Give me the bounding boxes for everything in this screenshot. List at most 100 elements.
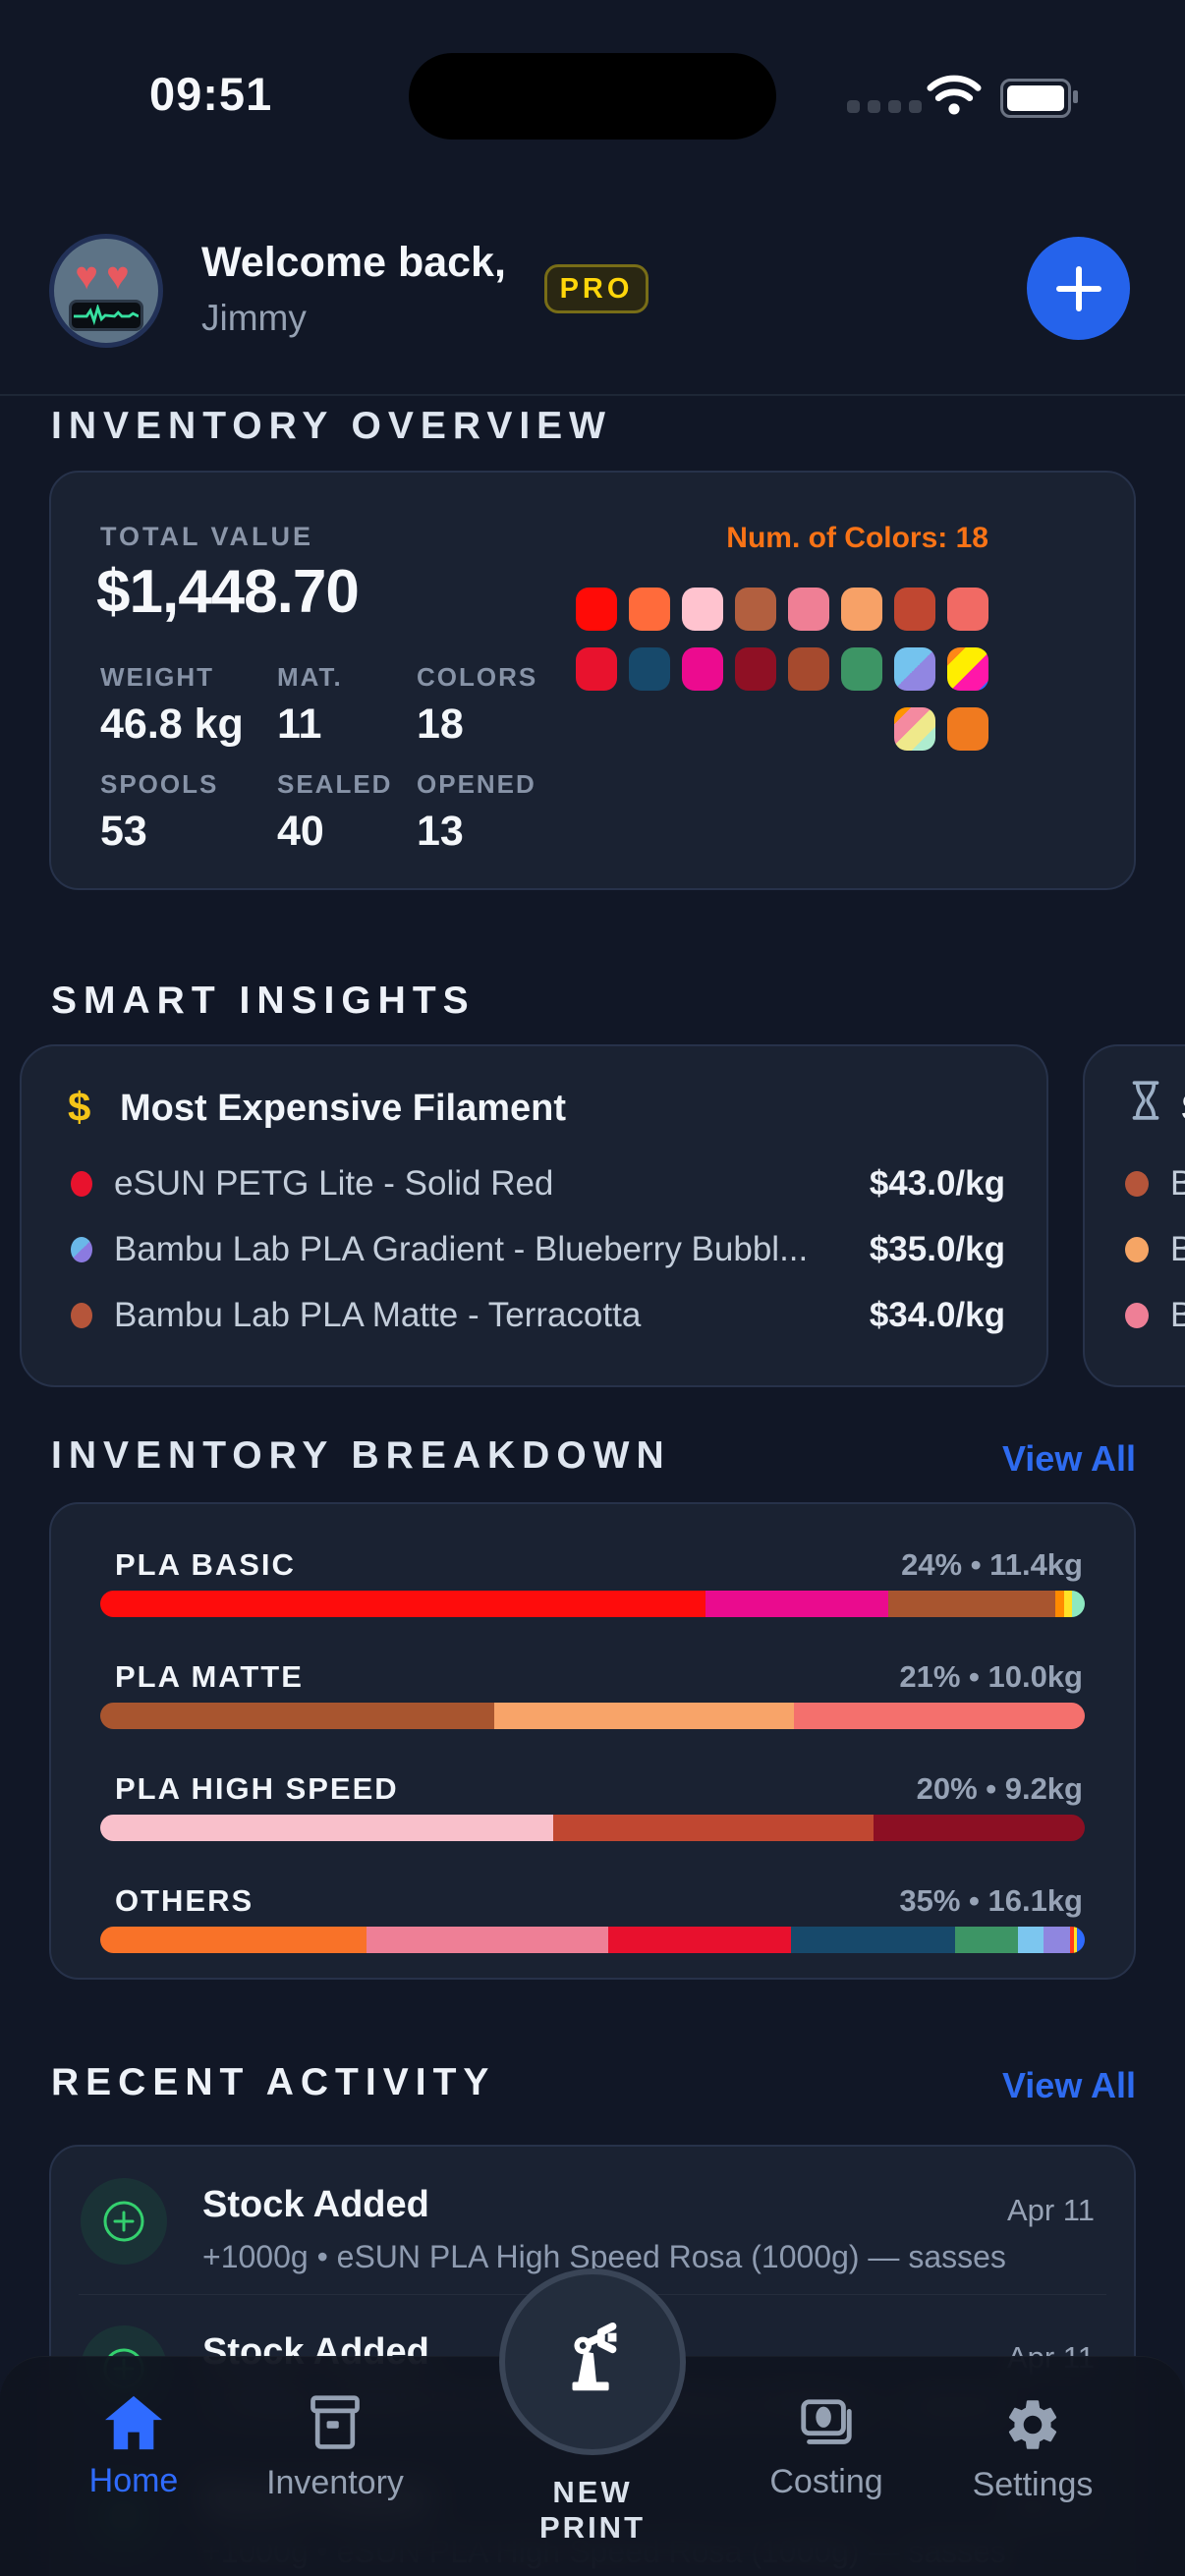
tab-settings-label: Settings [972, 2466, 1094, 2503]
insight-item: eSUN PETG Lite - Solid Red $43.0/kg [71, 1164, 1005, 1204]
tab-costing[interactable]: Costing [738, 2397, 915, 2501]
total-value: $1,448.70 [96, 558, 360, 626]
material-bar [100, 1591, 1085, 1617]
tab-settings[interactable]: Settings [944, 2394, 1121, 2504]
bar-segment [493, 1703, 795, 1729]
material-label: PLA MATTE [115, 1659, 304, 1694]
tab-inventory[interactable]: Inventory [247, 2394, 423, 2502]
bar-segment [794, 1703, 1085, 1729]
filament-color-dot [1125, 1303, 1149, 1328]
avatar-heart-eyes-icon: ♥♥ [75, 254, 138, 298]
gear-icon [1008, 2400, 1057, 2449]
filament-color-dot [71, 1237, 92, 1262]
bar-segment [100, 1927, 367, 1953]
stat-materials: MAT. 11 [277, 662, 343, 748]
bar-segment [1069, 1927, 1074, 1953]
welcome-text: Welcome back, [201, 239, 506, 286]
material-label: PLA BASIC [115, 1547, 296, 1582]
bar-segment [1071, 1591, 1085, 1617]
pro-badge: PRO [544, 264, 649, 313]
filament-price: $35.0/kg [869, 1230, 1005, 1268]
material-bar [100, 1815, 1085, 1841]
section-title-inventory-breakdown: INVENTORY BREAKDOWN [51, 1434, 671, 1477]
bar-segment [705, 1591, 888, 1617]
bar-segment [100, 1815, 553, 1841]
section-title-recent-activity: RECENT ACTIVITY [51, 2061, 496, 2103]
bar-segment [954, 1927, 1018, 1953]
filament-name: Bambu Lab PLA Matte - Terracotta [114, 1296, 642, 1334]
material-label: PLA HIGH SPEED [115, 1771, 399, 1806]
tab-home[interactable]: Home [45, 2394, 222, 2500]
filament-color-dot [1125, 1171, 1149, 1197]
dynamic-island [409, 53, 776, 140]
color-swatch [894, 588, 935, 631]
filament-name: eSUN PETG Lite - Solid Red [114, 1164, 554, 1203]
bar-segment [366, 1927, 609, 1953]
bar-segment [887, 1591, 1055, 1617]
filament-price: $43.0/kg [869, 1164, 1005, 1203]
material-label: OTHERS [115, 1883, 254, 1918]
robot-arm-icon [572, 2322, 617, 2391]
filament-color-dot [71, 1171, 92, 1197]
hourglass-icon [1132, 1081, 1159, 1120]
color-swatch [788, 588, 829, 631]
color-swatch [735, 647, 776, 691]
bar-segment [1017, 1927, 1044, 1953]
material-stat: 35% • 16.1kg [899, 1883, 1083, 1918]
activity-view-all-link[interactable]: View All [1001, 2065, 1136, 2105]
color-swatch [682, 647, 723, 691]
color-swatch [947, 707, 988, 751]
bar-segment [1043, 1927, 1070, 1953]
stock-added-icon [81, 2178, 167, 2265]
insight-item: B [1125, 1230, 1185, 1269]
color-swatch [947, 647, 988, 691]
insight-card-next[interactable]: S B B B [1083, 1044, 1185, 1387]
tab-new-print-label[interactable]: NEW PRINT [539, 2475, 646, 2545]
filament-name: B [1170, 1230, 1185, 1268]
color-swatch [576, 647, 617, 691]
bar-segment [1054, 1591, 1064, 1617]
material-bar [100, 1703, 1085, 1729]
bar-segment [1073, 1927, 1077, 1953]
color-swatch [629, 647, 670, 691]
color-swatch [576, 588, 617, 631]
user-name: Jimmy [201, 298, 307, 338]
color-swatch [788, 647, 829, 691]
insight-item: Bambu Lab PLA Gradient - Blueberry Bubbl… [71, 1230, 1005, 1269]
breakdown-view-all-link[interactable]: View All [1001, 1438, 1136, 1479]
material-stat: 24% • 11.4kg [901, 1547, 1083, 1582]
avatar-ecg-icon [69, 300, 143, 331]
add-button[interactable] [1027, 237, 1130, 340]
bar-segment [100, 1591, 706, 1617]
color-swatch [629, 588, 670, 631]
dollar-icon: $ [68, 1084, 91, 1130]
num-colors-label: Num. of Colors: 18 [726, 522, 988, 554]
material-bar [100, 1927, 1085, 1953]
bar-segment [791, 1927, 955, 1953]
breakdown-card: PLA BASIC 24% • 11.4kg PLA MATTE 21% • 1… [49, 1502, 1136, 1980]
color-swatch [947, 588, 988, 631]
insight-item: Bambu Lab PLA Matte - Terracotta $34.0/k… [71, 1296, 1005, 1335]
bar-segment [100, 1703, 494, 1729]
section-title-inventory-overview: INVENTORY OVERVIEW [51, 405, 612, 447]
color-swatch [682, 588, 723, 631]
overview-card: TOTAL VALUE $1,448.70 Num. of Colors: 18 [49, 471, 1136, 890]
color-swatch [841, 647, 882, 691]
activity-date: Apr 11 [1006, 2193, 1095, 2227]
new-print-button[interactable] [499, 2268, 686, 2455]
insight-item: B [1125, 1164, 1185, 1204]
stat-spools: SPOOLS 53 [100, 769, 219, 855]
tab-home-label: Home [88, 2462, 179, 2499]
insight-card-title: Most Expensive Filament [120, 1088, 567, 1129]
activity-title: Stock Added [202, 2184, 429, 2225]
section-title-smart-insights: SMART INSIGHTS [51, 980, 476, 1022]
total-value-label: TOTAL VALUE [100, 522, 314, 551]
filament-name: Bambu Lab PLA Gradient - Blueberry Bubbl… [114, 1230, 809, 1268]
insight-card-most-expensive[interactable]: $ Most Expensive Filament eSUN PETG Lite… [20, 1044, 1048, 1387]
status-time: 09:51 [149, 68, 273, 120]
insight-card-title: S [1181, 1088, 1185, 1130]
stat-sealed: SEALED 40 [277, 769, 393, 855]
stat-colors: COLORS 18 [417, 662, 538, 748]
avatar[interactable]: ♥♥ [49, 234, 163, 348]
